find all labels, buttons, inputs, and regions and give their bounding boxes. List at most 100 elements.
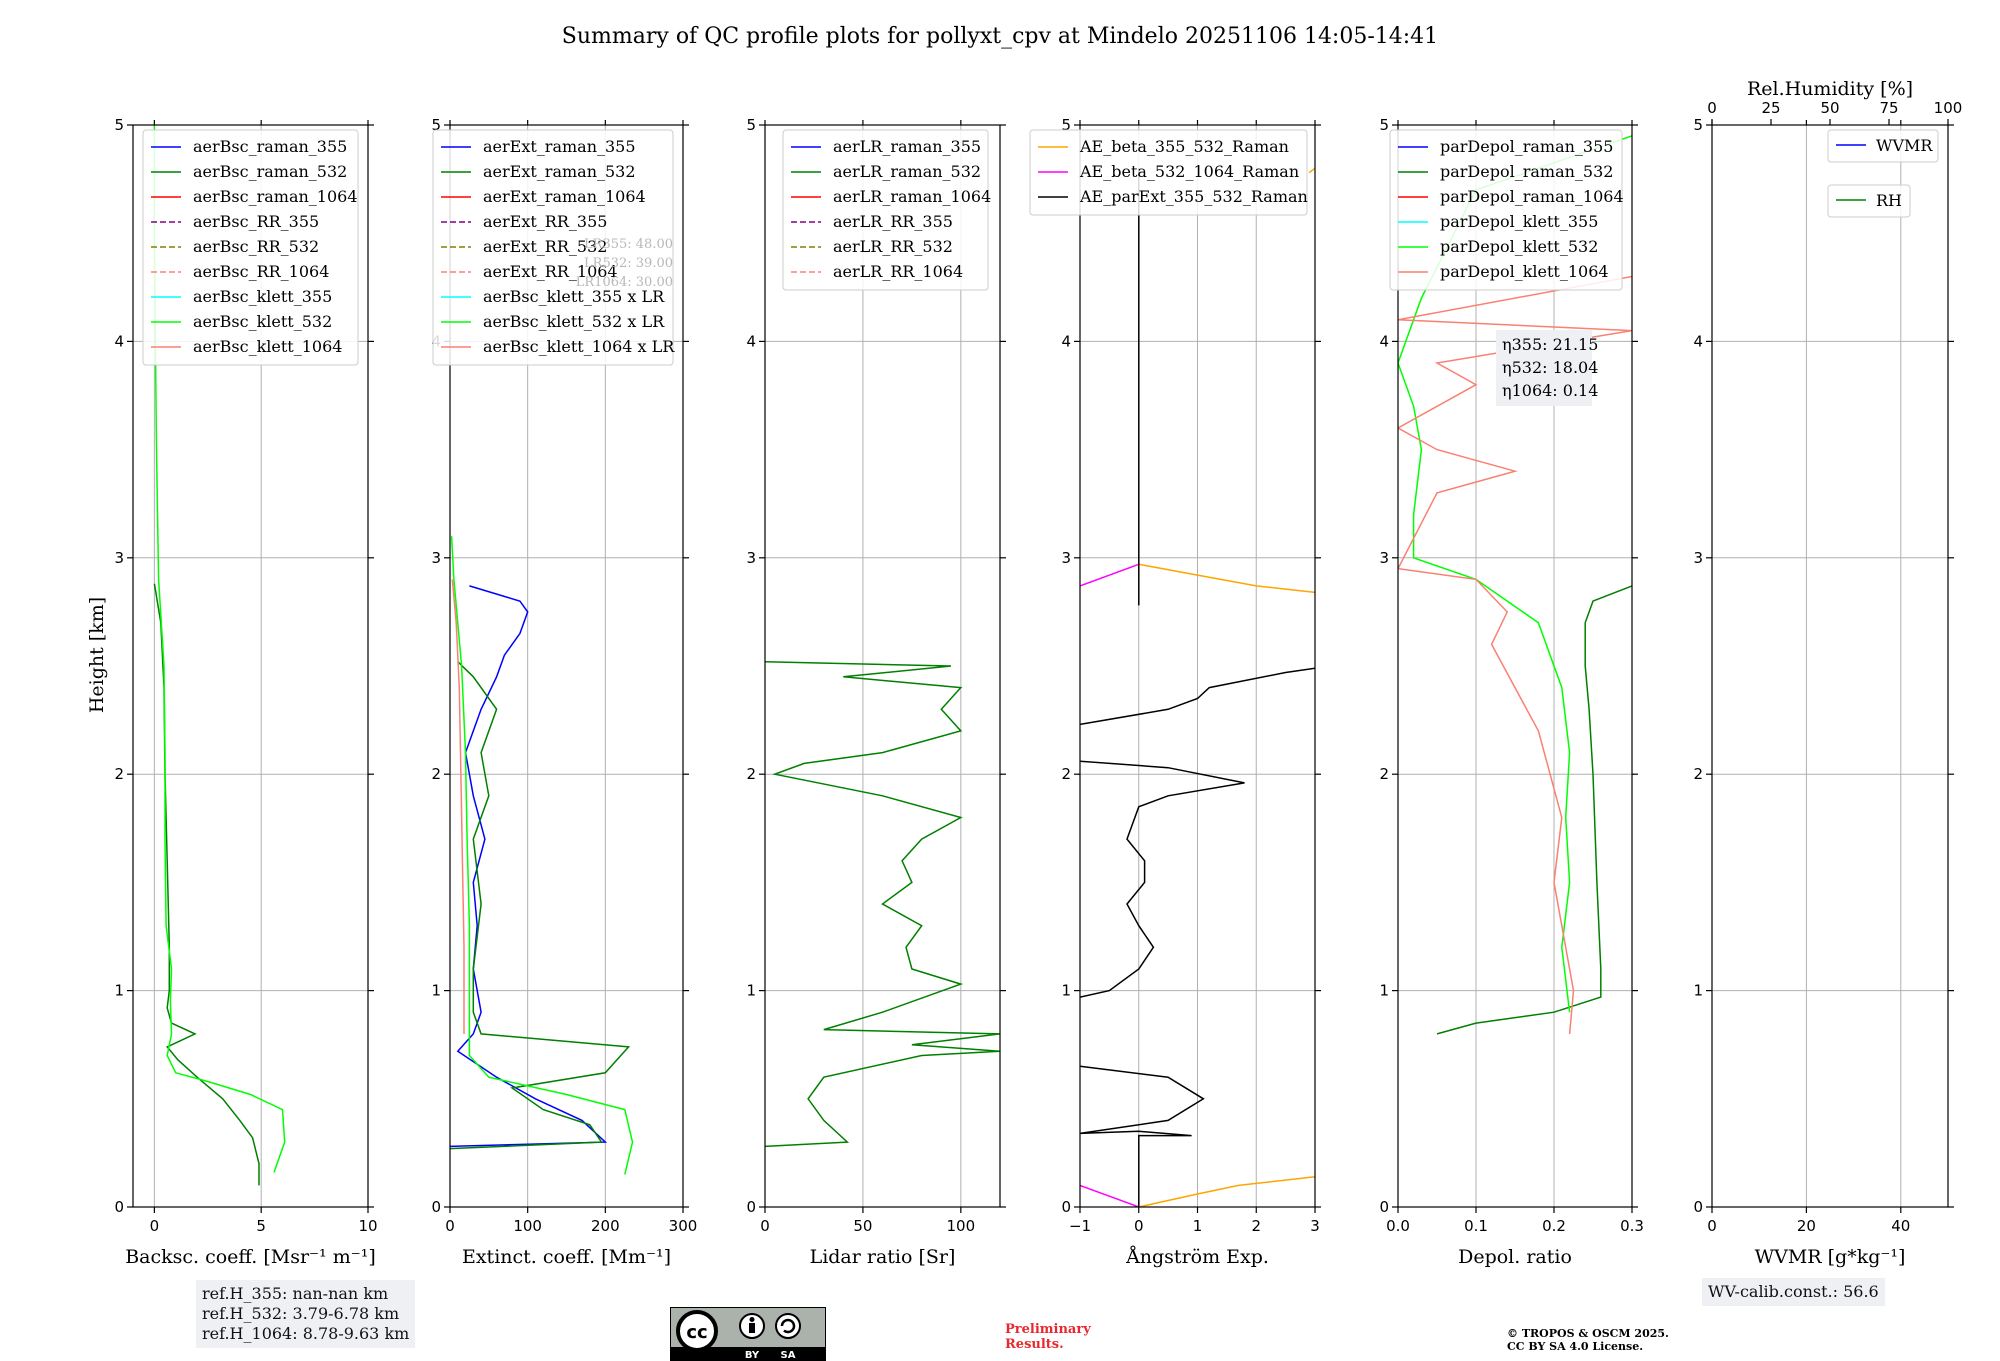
series-ae-beta-532-1064-raman xyxy=(1080,1184,1140,1207)
y-tick-label: 5 xyxy=(746,116,756,134)
series-ae-beta-355-532-raman-upper- xyxy=(1138,563,1315,594)
legend-label: aerBsc_klett_355 xyxy=(193,287,332,306)
x-tick-label: 0.3 xyxy=(1620,1217,1644,1235)
y-tick-label: 0 xyxy=(1693,1198,1703,1216)
legend-label: aerExt_raman_1064 xyxy=(483,187,646,206)
panel-2: 0100200300012345Extinct. coeff. [Mm⁻¹]ae… xyxy=(431,116,697,1268)
legend-label: aerLR_raman_1064 xyxy=(833,187,991,206)
eta-annotation: η355: 21.15 xyxy=(1502,335,1598,354)
x-axis-label: Backsc. coeff. [Msr⁻¹ m⁻¹] xyxy=(125,1246,376,1268)
legend-label: aerExt_RR_532 xyxy=(483,237,607,256)
x-tick-label: 2 xyxy=(1251,1217,1261,1235)
x-tick-label: −1 xyxy=(1069,1217,1091,1235)
series-aerext-raman-355 xyxy=(450,585,608,1148)
copyright-line-2: CC BY SA 4.0 License. xyxy=(1507,1340,1644,1353)
legend-label: aerBsc_klett_1064 x LR xyxy=(483,337,675,356)
panel-1: 0 5 10 0 1 2 3 4 5 Backsc. coeff. [Msr⁻¹ m⁻¹] aerB… xyxy=(114,116,377,1268)
legend-box xyxy=(1389,129,1623,291)
legend-box xyxy=(142,129,359,366)
legend-label: aerBsc_klett_532 xyxy=(193,312,332,331)
legend-box xyxy=(782,129,989,291)
legend-label: aerExt_RR_355 xyxy=(483,212,607,231)
y-tick-label: 2 xyxy=(114,765,124,783)
panel-6: 0 20 40 0 1 2 3 4 5 WVMR [g*kg⁻¹] 0 25 50 75 100 Rel.Hu… xyxy=(1693,78,1962,1268)
preliminary-line-1: Preliminary xyxy=(1005,1322,1091,1337)
ref-height-355: ref.H_355: nan-nan km xyxy=(202,1284,389,1303)
top-x-tick-label: 0 xyxy=(1707,99,1717,117)
ref-heights-box: ref.H_355: nan-nan km ref.H_532: 3.79-6.… xyxy=(196,1280,416,1348)
axes-frame xyxy=(449,124,684,1208)
legend-label: aerBsc_RR_1064 xyxy=(193,262,329,281)
axes-frame xyxy=(132,124,369,1208)
y-tick-label: 2 xyxy=(1693,765,1703,783)
series-aerext-raman-532 xyxy=(450,661,631,1150)
wv-calib-text: WV-calib.const.: 56.6 xyxy=(1708,1282,1879,1301)
legend-label: RH xyxy=(1876,191,1902,210)
series-pardepol-raman-532 xyxy=(1436,585,1632,1035)
x-tick-label: 300 xyxy=(669,1217,698,1235)
legend-label: aerBsc_RR_355 xyxy=(193,212,319,231)
y-tick-label: 0 xyxy=(431,1198,441,1216)
legend-label: aerBsc_klett_1064 xyxy=(193,337,342,356)
y-tick-label: 1 xyxy=(431,982,441,1000)
figure-title: Summary of QC profile plots for pollyxt_… xyxy=(562,24,1438,49)
top-x-tick-label: 50 xyxy=(1820,99,1839,117)
y-tick-label: 3 xyxy=(1379,549,1389,567)
legend-label: AE_beta_532_1064_Raman xyxy=(1079,162,1299,181)
legend-label: aerBsc_raman_532 xyxy=(193,162,347,181)
x-tick-label: 0 xyxy=(150,1217,160,1235)
y-tick-label: 4 xyxy=(1693,332,1703,350)
y-tick-label: 0 xyxy=(1061,1198,1071,1216)
x-axis-label: WVMR [g*kg⁻¹] xyxy=(1755,1246,1906,1268)
legend-label: aerExt_RR_1064 xyxy=(483,262,618,281)
sa-share-icon xyxy=(775,1313,801,1339)
legend-label: parDepol_raman_532 xyxy=(1440,162,1613,181)
eta-annotation: η1064: 0.14 xyxy=(1502,381,1598,400)
y-tick-label: 3 xyxy=(114,549,124,567)
legend-label: aerBsc_raman_355 xyxy=(193,137,347,156)
y-tick-label: 1 xyxy=(114,982,124,1000)
x-tick-label: 100 xyxy=(513,1217,542,1235)
y-tick-label: 1 xyxy=(1061,982,1071,1000)
legend-label: parDepol_klett_532 xyxy=(1440,237,1598,256)
y-tick-label: 5 xyxy=(1061,116,1071,134)
series-ae-beta-355-532-raman-top- xyxy=(1308,167,1315,174)
legend-label: aerLR_RR_532 xyxy=(833,237,953,256)
cc-sa-text: SA xyxy=(781,1350,796,1361)
top-x-tick-label: 25 xyxy=(1761,99,1780,117)
y-axis-label: Height [km] xyxy=(86,597,108,713)
lr-annotation: LR355: 48.00 xyxy=(584,237,673,252)
legend-box xyxy=(432,129,674,366)
x-tick-label: 0 xyxy=(1707,1217,1717,1235)
x-tick-label: 3 xyxy=(1310,1217,1320,1235)
y-tick-label: 0 xyxy=(1379,1198,1389,1216)
series-aerbsc-klett-532 xyxy=(153,125,286,1173)
preliminary-line-2: Results. xyxy=(1005,1337,1064,1352)
legend-label: aerLR_raman_532 xyxy=(833,162,981,181)
y-tick-label: 0 xyxy=(746,1198,756,1216)
legend-label: parDepol_klett_355 xyxy=(1440,212,1598,231)
eta-annotation: η532: 18.04 xyxy=(1502,358,1598,377)
x-tick-label: 0 xyxy=(445,1217,455,1235)
x-tick-label: 1 xyxy=(1193,1217,1203,1235)
x-tick-label: 10 xyxy=(358,1217,377,1235)
copyright-line-1: © TROPOS & OSCM 2025. xyxy=(1507,1327,1669,1340)
legend-label: WVMR xyxy=(1876,136,1933,155)
legend-label: parDepol_raman_355 xyxy=(1440,137,1613,156)
x-axis-label: Depol. ratio xyxy=(1458,1246,1572,1268)
legend-label: aerExt_raman_355 xyxy=(483,137,636,156)
copyright-note: © TROPOS & OSCM 2025. CC BY SA 4.0 Licen… xyxy=(1507,1327,1669,1353)
x-tick-label: 0 xyxy=(760,1217,770,1235)
y-tick-label: 4 xyxy=(114,332,124,350)
legend-label: aerBsc_raman_1064 xyxy=(193,187,358,206)
y-tick-label: 2 xyxy=(1061,765,1071,783)
y-tick-label: 1 xyxy=(1379,982,1389,1000)
legend-label: aerBsc_RR_532 xyxy=(193,237,319,256)
x-tick-label: 5 xyxy=(256,1217,266,1235)
y-tick-label: 3 xyxy=(746,549,756,567)
axes-frame xyxy=(764,124,1001,1208)
series-aerlr-raman-532 xyxy=(765,660,1000,1148)
legend-label: aerExt_raman_532 xyxy=(483,162,636,181)
